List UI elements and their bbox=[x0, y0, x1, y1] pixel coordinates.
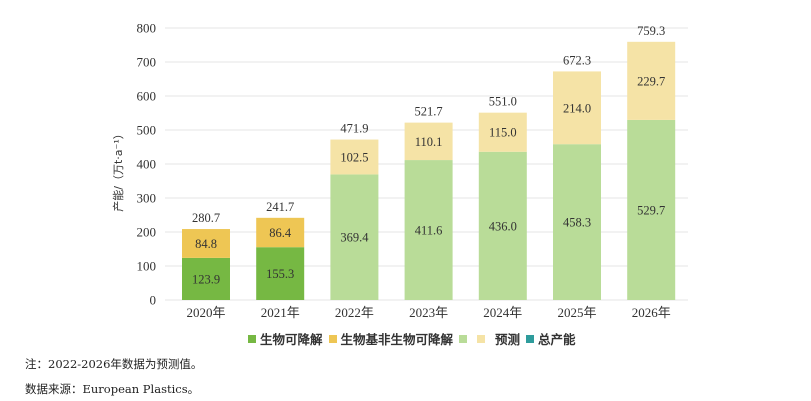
value-label-bio-non-degradable: 110.1 bbox=[415, 135, 443, 149]
x-tick-label: 2022年 bbox=[335, 305, 374, 320]
y-axis-ticks: 0 100 200 300 400 500 600 700 800 bbox=[137, 21, 157, 308]
y-tick-label: 600 bbox=[137, 89, 157, 104]
value-label-total: 471.9 bbox=[340, 122, 368, 136]
bar-bio-non-degradable bbox=[553, 71, 601, 145]
value-label-total: 241.7 bbox=[266, 200, 294, 214]
value-label-total: 672.3 bbox=[563, 53, 591, 67]
x-tick-label: 2020年 bbox=[186, 305, 225, 320]
value-label-bio-non-degradable: 214.0 bbox=[563, 101, 591, 115]
y-tick-label: 300 bbox=[137, 191, 157, 206]
bar-bio-non-degradable bbox=[404, 122, 453, 161]
y-tick-label: 800 bbox=[137, 21, 157, 36]
value-label-total: 551.0 bbox=[489, 95, 517, 109]
bar-biodegradable bbox=[627, 119, 676, 300]
legend-swatch-total bbox=[526, 334, 535, 343]
legend-item-forecast: 预测 bbox=[459, 329, 520, 348]
legend-item-total: 总产能 bbox=[526, 329, 576, 348]
x-tick-label: 2025年 bbox=[557, 305, 596, 320]
bar-biodegradable bbox=[404, 160, 453, 300]
legend-label: 预测 bbox=[495, 332, 521, 347]
value-label-bio-non-degradable: 229.7 bbox=[637, 74, 665, 88]
value-label-bio-non-degradable: 115.0 bbox=[489, 126, 517, 140]
value-label-biodegradable: 436.0 bbox=[489, 219, 517, 233]
x-axis-ticks: 2020年 2021年 2022年 2023年 2024年 2025年 2026年 bbox=[186, 305, 670, 320]
bar-group: 436.0 115.0 551.0 bbox=[478, 95, 527, 300]
value-label-biodegradable: 529.7 bbox=[637, 203, 665, 217]
legend-item-bio-non-degradable: 生物基非生物可降解 bbox=[328, 329, 454, 348]
value-label-bio-non-degradable: 84.8 bbox=[195, 237, 217, 251]
x-tick-label: 2026年 bbox=[632, 305, 671, 320]
data-source: 数据来源：European Plastics。 bbox=[25, 382, 200, 396]
legend-label: 生物可降解 bbox=[260, 332, 323, 347]
stacked-bar-chart: 0 100 200 300 400 500 600 700 800 产能/（万t·a⁻¹） 12… bbox=[111, 21, 688, 320]
value-label-biodegradable: 458.3 bbox=[563, 216, 591, 230]
bar-biodegradable bbox=[478, 151, 527, 300]
legend-swatch-forecast-green bbox=[459, 334, 468, 343]
value-label-biodegradable: 411.6 bbox=[415, 224, 443, 238]
y-tick-label: 100 bbox=[137, 259, 157, 274]
bar-group: 458.3 214.0 672.3 bbox=[553, 53, 601, 300]
y-tick-label: 400 bbox=[137, 157, 157, 172]
bar-biodegradable bbox=[256, 247, 305, 300]
bar-group: 411.6 110.1 521.7 bbox=[404, 105, 453, 300]
y-tick-label: 500 bbox=[137, 123, 157, 138]
x-tick-label: 2024年 bbox=[483, 305, 522, 320]
y-axis-label: 产能/（万t·a⁻¹） bbox=[111, 128, 125, 211]
bars: 123.9 84.8 280.7 155.3 86.4 241.7 369.4 102.5 47… bbox=[182, 24, 676, 300]
value-label-biodegradable: 155.3 bbox=[266, 267, 294, 281]
value-label-total: 759.3 bbox=[637, 24, 665, 38]
legend-item-biodegradable: 生物可降解 bbox=[248, 329, 323, 348]
y-tick-label: 200 bbox=[137, 225, 157, 240]
legend: 生物可降解 生物基非生物可降解 预测 总产能 bbox=[248, 329, 582, 348]
value-label-bio-non-degradable: 86.4 bbox=[269, 226, 292, 240]
bar-bio-non-degradable bbox=[182, 229, 230, 258]
bar-group: 155.3 86.4 241.7 bbox=[256, 200, 305, 300]
value-label-biodegradable: 369.4 bbox=[340, 231, 369, 245]
bar-biodegradable bbox=[553, 144, 601, 300]
x-tick-label: 2023年 bbox=[409, 305, 448, 320]
value-label-biodegradable: 123.9 bbox=[192, 272, 220, 286]
bar-bio-non-degradable bbox=[478, 112, 527, 152]
y-tick-label: 700 bbox=[137, 55, 157, 70]
bar-group: 369.4 102.5 471.9 bbox=[330, 122, 379, 300]
bar-biodegradable bbox=[330, 174, 379, 300]
y-tick-label: 0 bbox=[150, 293, 157, 308]
x-tick-label: 2021年 bbox=[261, 305, 300, 320]
legend-label: 生物基非生物可降解 bbox=[340, 332, 454, 347]
legend-label: 总产能 bbox=[538, 332, 576, 347]
legend-swatch-forecast-yellow bbox=[477, 334, 486, 343]
bar-biodegradable bbox=[182, 257, 230, 300]
bar-group: 123.9 84.8 280.7 bbox=[182, 211, 230, 300]
bar-bio-non-degradable bbox=[627, 41, 676, 120]
legend-swatch-biodegradable bbox=[248, 334, 256, 343]
bar-bio-non-degradable bbox=[330, 139, 379, 175]
bar-group: 529.7 229.7 759.3 bbox=[627, 24, 676, 300]
value-label-total: 280.7 bbox=[192, 211, 220, 225]
footnote: 注：2022-2026年数据为预测值。 bbox=[25, 357, 203, 371]
value-label-total: 521.7 bbox=[415, 105, 443, 119]
bar-bio-non-degradable bbox=[256, 217, 305, 248]
legend-swatch-bio-non-degradable bbox=[328, 334, 337, 343]
value-label-bio-non-degradable: 102.5 bbox=[340, 150, 368, 164]
